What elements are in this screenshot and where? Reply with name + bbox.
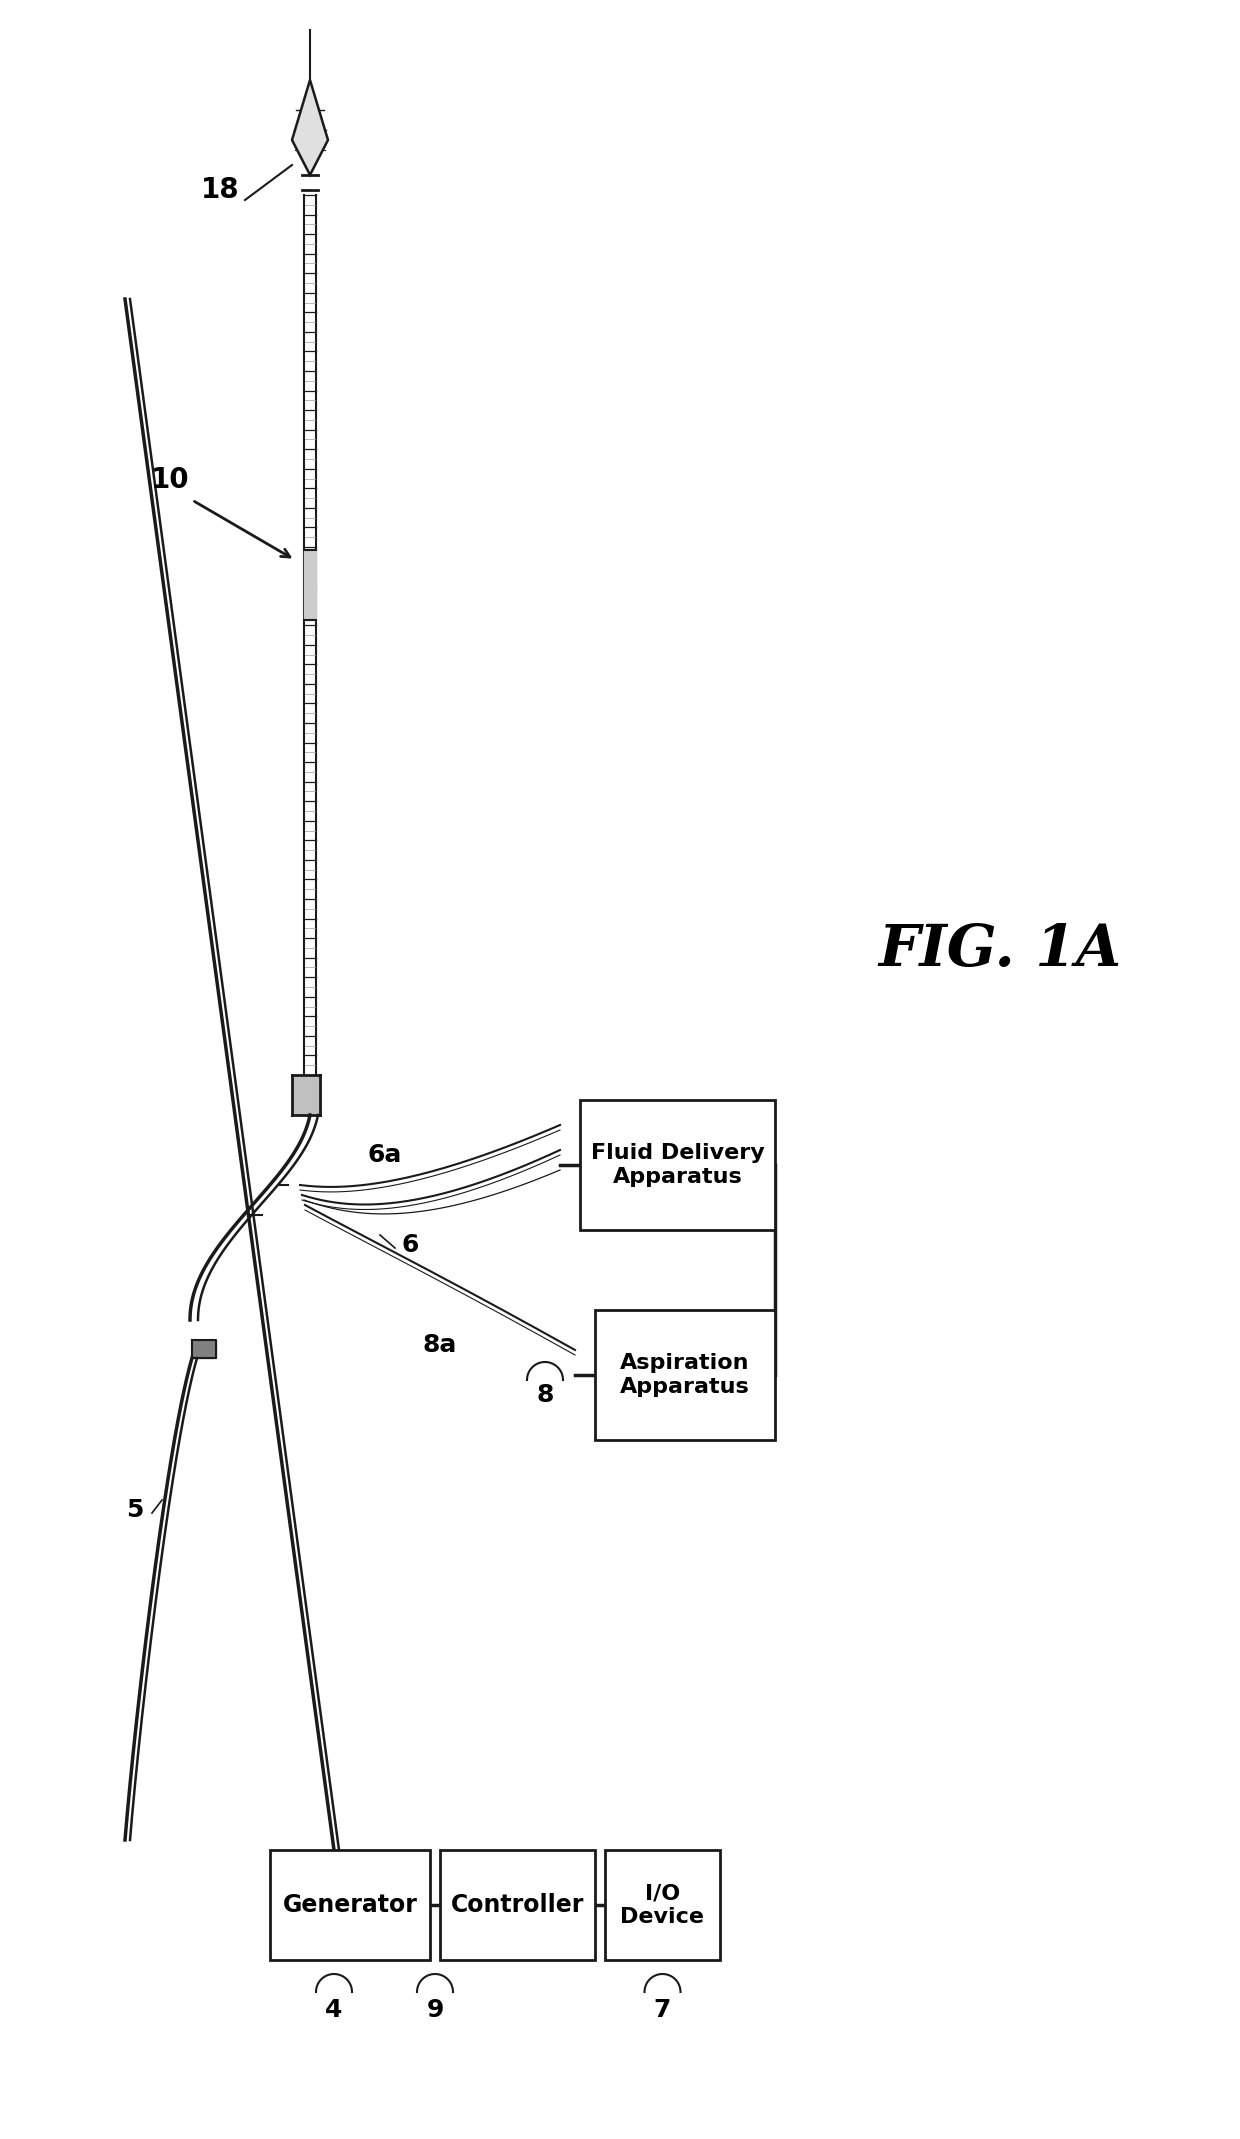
Text: Aspiration
Apparatus: Aspiration Apparatus xyxy=(620,1354,750,1397)
Text: 6a: 6a xyxy=(368,1142,402,1168)
Text: Generator: Generator xyxy=(283,1893,418,1917)
Text: 4: 4 xyxy=(325,1998,342,2021)
Text: 9: 9 xyxy=(427,1998,444,2021)
Text: Fluid Delivery
Apparatus: Fluid Delivery Apparatus xyxy=(590,1144,764,1187)
Text: 8a: 8a xyxy=(423,1333,458,1356)
Bar xyxy=(595,1309,775,1440)
Polygon shape xyxy=(291,79,329,175)
Text: 7: 7 xyxy=(653,1998,671,2021)
Text: 18: 18 xyxy=(201,175,239,203)
Text: 6: 6 xyxy=(402,1232,419,1258)
Bar xyxy=(605,1850,720,1959)
Bar xyxy=(270,1850,430,1959)
Text: 5: 5 xyxy=(126,1497,144,1523)
Text: 8: 8 xyxy=(537,1384,554,1407)
Text: Controller: Controller xyxy=(451,1893,584,1917)
Text: I/O
Device: I/O Device xyxy=(620,1884,704,1927)
Bar xyxy=(440,1850,595,1959)
Text: 10: 10 xyxy=(151,466,190,494)
Bar xyxy=(580,1099,775,1230)
Text: FIG. 1A: FIG. 1A xyxy=(878,922,1121,978)
